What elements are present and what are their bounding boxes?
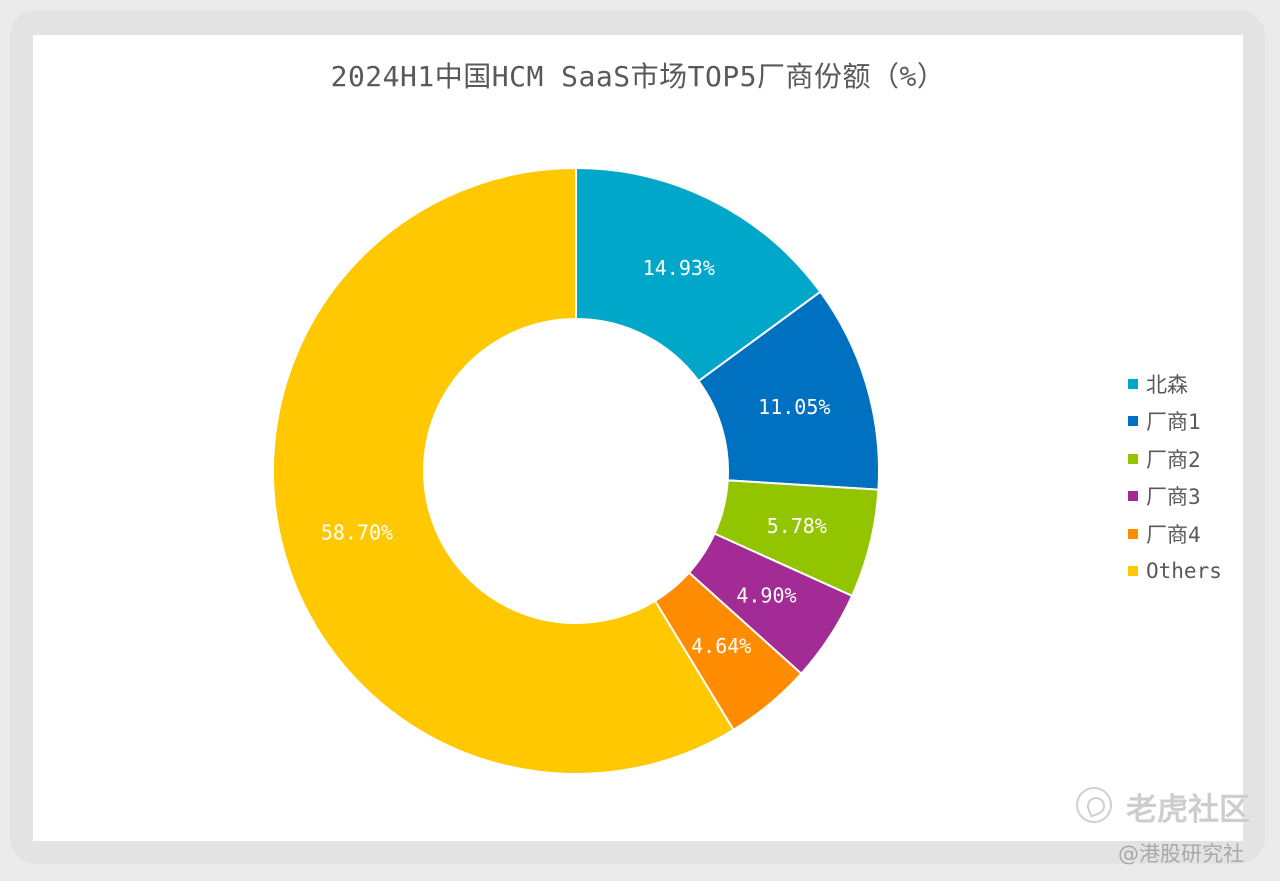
legend-item-3: 厂商3 xyxy=(1128,478,1248,516)
donut-slice-5 xyxy=(272,166,735,775)
legend-label-1: 厂商1 xyxy=(1146,410,1201,435)
legend-label-4: 厂商4 xyxy=(1146,522,1201,547)
chart-card: 2024H1中国HCM SaaS市场TOP5厂商份额（%） 14.93% 11.0… xyxy=(33,35,1243,841)
legend-label-5: Others xyxy=(1146,559,1222,584)
watermark-handle: @港股研究社 xyxy=(1118,842,1244,866)
data-label-3: 4.90% xyxy=(736,583,796,607)
chart-legend: 北森厂商1 厂商2 厂商3 厂商4 Others xyxy=(1128,365,1248,590)
data-label-1: 11.05% xyxy=(758,395,830,419)
legend-swatch-3 xyxy=(1128,491,1138,502)
legend-item-5: Others xyxy=(1128,553,1248,591)
legend-swatch-2 xyxy=(1128,453,1138,464)
data-label-5: 58.70% xyxy=(321,520,393,544)
data-label-0: 14.93% xyxy=(643,256,715,280)
legend-item-2: 厂商2 xyxy=(1128,440,1248,478)
legend-label-0: 北森 xyxy=(1146,372,1188,397)
donut-slice-0 xyxy=(575,166,822,383)
data-label-4: 4.64% xyxy=(691,634,751,658)
tiger-community-logo-icon xyxy=(1076,787,1112,823)
watermark-brand: 老虎社区 xyxy=(1126,792,1250,828)
legend-label-3: 厂商3 xyxy=(1146,485,1201,510)
legend-swatch-5 xyxy=(1128,566,1138,577)
legend-swatch-1 xyxy=(1128,416,1138,427)
data-label-2: 5.78% xyxy=(767,514,827,538)
chart-title: 2024H1中国HCM SaaS市场TOP5厂商份额（%） xyxy=(330,60,946,93)
legend-swatch-4 xyxy=(1128,528,1138,539)
legend-label-2: 厂商2 xyxy=(1146,447,1201,472)
legend-swatch-0 xyxy=(1128,378,1138,389)
donut-chart: 14.93% 11.05% 5.78% 4.90% 4.64% 58.70% xyxy=(272,166,880,775)
legend-item-1: 厂商1 xyxy=(1128,403,1248,441)
legend-item-4: 厂商4 xyxy=(1128,515,1248,553)
legend-item-0: 北森 xyxy=(1128,365,1248,403)
